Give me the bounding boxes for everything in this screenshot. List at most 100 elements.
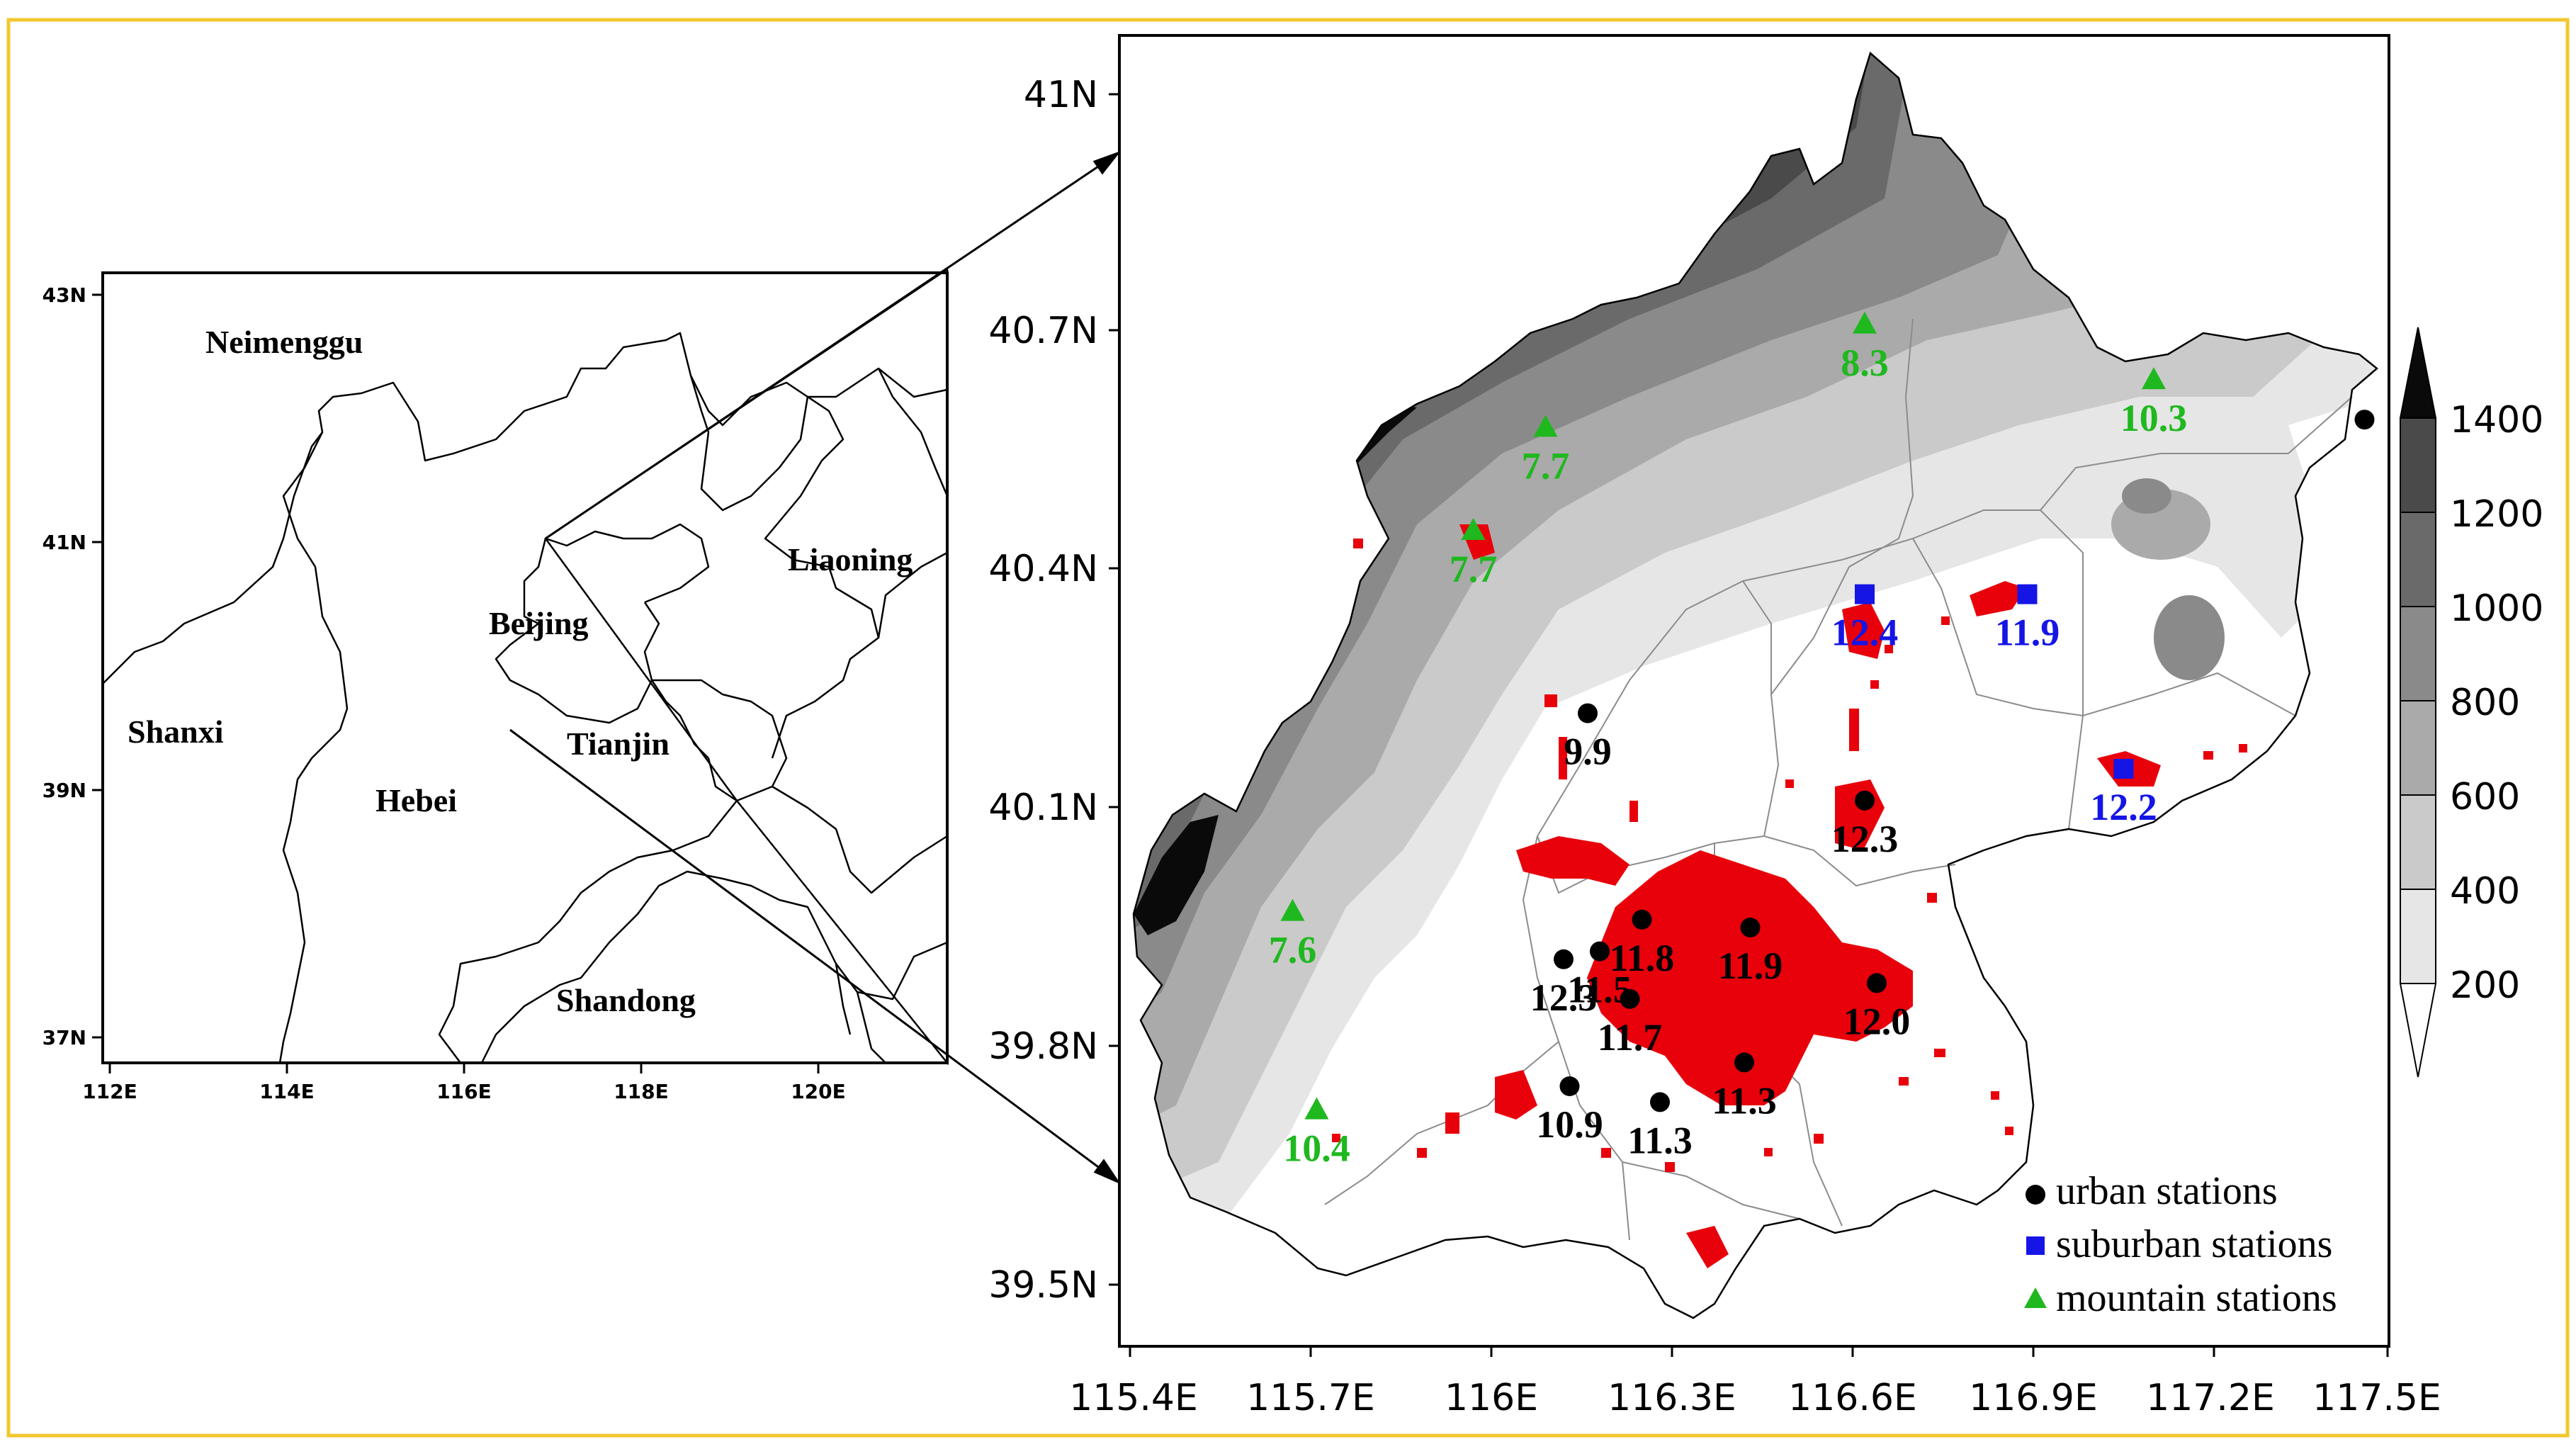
mountain-station-marker — [1461, 518, 1486, 540]
colorbar-segment-200-400 — [2400, 889, 2436, 984]
mountain-station-value: 7.7 — [1450, 548, 1498, 590]
arrowhead-top — [1092, 150, 1122, 175]
station-markers: 8.310.37.77.77.610.412.4 11.912.29.912.31… — [1269, 311, 2375, 1170]
connector-line-bottom — [509, 728, 1109, 1176]
urban-speck — [1559, 737, 1567, 779]
detail-lat-tick: 39.5N — [988, 1264, 1098, 1307]
urban-speck — [1629, 801, 1638, 822]
urban-station-marker — [1650, 1092, 1670, 1112]
region-label-neimenggu: Neimenggu — [205, 324, 363, 360]
urban-station-marker — [2354, 410, 2375, 430]
urban-speck — [1991, 1091, 1999, 1100]
colorbar-label: 1400 — [2450, 399, 2543, 441]
mountain-station-marker — [1853, 311, 1877, 334]
detail-lon-tick: 117.5E — [2312, 1377, 2441, 1419]
urban-speck — [2203, 751, 2213, 760]
urban-station-value: 11.8 — [1610, 937, 1675, 979]
detail-lat-tick: 41N — [1024, 74, 1098, 116]
overview-lon-tick: 120E — [791, 1080, 846, 1103]
overview-lat-tick: 41N — [43, 531, 86, 554]
legend-suburban-marker — [2026, 1236, 2045, 1255]
mountain-station-marker — [1533, 415, 1558, 437]
urban-patch-huairou — [1842, 602, 1885, 659]
detail-lon-tick: 115.7E — [1246, 1377, 1375, 1419]
mountain-station-value: 7.7 — [1522, 444, 1570, 487]
zoom-connectors — [509, 150, 1122, 1185]
urban-speck — [1332, 1134, 1340, 1142]
legend-urban-label: urban stations — [2056, 1169, 2278, 1213]
overview-lat-tick: 43N — [43, 283, 86, 307]
urban-station-value: 11.3 — [1627, 1119, 1693, 1161]
urban-speck — [2005, 1127, 2013, 1135]
region-label-shanxi: Shanxi — [128, 714, 224, 750]
urban-station-marker — [1740, 918, 1761, 937]
urban-speck — [1544, 694, 1557, 707]
urban-patch-daxing — [1686, 1226, 1729, 1268]
urban-speck — [1934, 1049, 1945, 1057]
overview-lon-tick: 118E — [614, 1080, 669, 1103]
urban-core — [1587, 850, 1913, 1105]
urban-station-value: 11.9 — [1718, 945, 1783, 987]
colorbar-segment-600-800 — [2400, 700, 2436, 796]
mountain-station-marker — [1280, 898, 1305, 921]
urban-station-marker — [1867, 973, 1887, 993]
urban-speck — [1870, 680, 1879, 689]
region-labels: Neimenggu Liaoning Beijing Shanxi Tianji… — [128, 324, 913, 1018]
urban-station-value: 12.0 — [1843, 1000, 1911, 1042]
overview-lon-tick: 116E — [436, 1080, 492, 1103]
colorbar-bottom-cap — [2399, 983, 2437, 1078]
detail-lon-tick: 116.9E — [1969, 1377, 2098, 1419]
urban-patch-miyun — [1970, 581, 2026, 616]
colorbar-top-cap — [2399, 327, 2437, 419]
detail-lon-tick: 117.2E — [2146, 1377, 2275, 1419]
colorbar-segment-800-1000 — [2400, 606, 2436, 701]
colorbar-segment-1000-1200 — [2400, 512, 2436, 607]
overview-lat-axis: 43N 41N 39N 37N — [43, 283, 103, 1049]
urban-station-marker — [1734, 1052, 1754, 1073]
suburban-station-value: 12.2 — [2090, 786, 2157, 828]
colorbar-label: 800 — [2450, 682, 2520, 724]
ridge-patch — [2122, 478, 2171, 514]
urban-station-marker — [1855, 790, 1875, 811]
colorbar-label: 1000 — [2450, 587, 2543, 630]
overview-lat-tick: 37N — [43, 1026, 86, 1049]
legend-mountain-marker — [2024, 1287, 2047, 1308]
peak-area-sw — [1134, 815, 1219, 935]
urban-station-value: 11.3 — [1712, 1079, 1777, 1122]
urban-patch-fangshan — [1495, 1070, 1537, 1120]
suburban-station-marker — [2017, 584, 2038, 604]
arrowhead-bottom — [1093, 1159, 1122, 1185]
station-legend: urban stations suburban stations mountai… — [2024, 1169, 2337, 1320]
detail-lon-tick: 116E — [1445, 1377, 1538, 1419]
connector-line-top — [545, 158, 1109, 540]
urban-speck — [1417, 1148, 1427, 1158]
colorbar-label: 600 — [2450, 776, 2520, 818]
overview-lat-tick: 39N — [43, 779, 86, 802]
elevation-colorbar: 1400 1200 1000 800 600 400 200 — [2399, 327, 2543, 1078]
urban-speck — [1941, 616, 1950, 625]
colorbar-segment-400-600 — [2400, 794, 2436, 890]
overview-lon-tick: 114E — [259, 1080, 315, 1103]
suburban-station-marker — [1855, 584, 1875, 604]
urban-speck — [1353, 539, 1363, 548]
colorbar-segment-1200-1400 — [2400, 417, 2436, 513]
colorbar-label: 200 — [2450, 964, 2520, 1007]
urban-speck — [1885, 645, 1893, 653]
urban-speck — [2239, 744, 2247, 753]
mountain-station-value: 8.3 — [1841, 342, 1889, 384]
suburban-station-marker — [2113, 759, 2134, 779]
colorbar-label: 400 — [2450, 870, 2520, 913]
mountain-station-marker — [2142, 367, 2166, 390]
region-label-beijing: Beijing — [489, 605, 589, 641]
urban-speck — [1927, 893, 1937, 903]
detail-lon-tick: 116.6E — [1788, 1377, 1917, 1419]
urban-speck — [1785, 779, 1794, 788]
detail-map: 8.310.37.77.77.610.412.4 11.912.29.912.31… — [988, 34, 2441, 1419]
colorbar-label: 1200 — [2450, 493, 2543, 536]
ridge-patch — [2154, 595, 2225, 680]
detail-lon-tick: 115.4E — [1069, 1377, 1198, 1419]
urban-station-value: 11.7 — [1598, 1016, 1663, 1059]
urban-speck — [1849, 709, 1859, 751]
overview-map: 43N 41N 39N 37N 112E 114E 116E 118E 120E… — [43, 267, 949, 1103]
